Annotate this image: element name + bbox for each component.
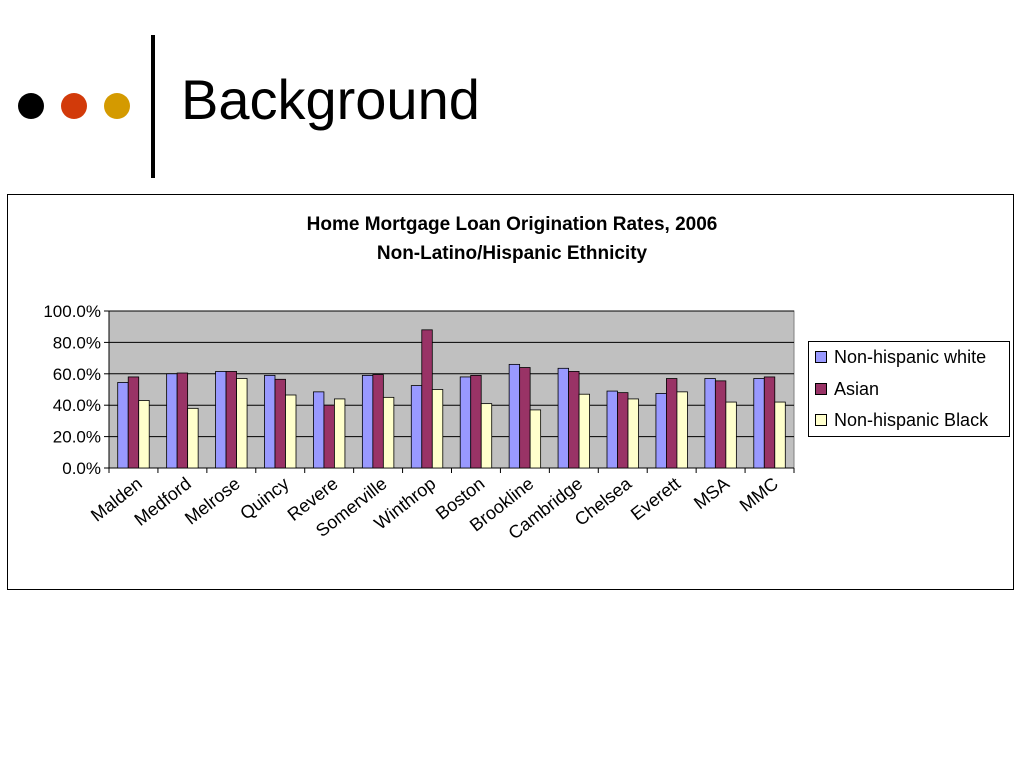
x-tick-label: MMC [736,473,782,515]
legend-swatch [815,351,827,363]
plot-background [108,310,795,469]
bar [176,372,189,469]
bar [480,403,493,469]
bar [334,398,346,469]
bar [617,392,629,469]
bar [508,363,521,469]
bar [264,374,276,469]
legend-item-white: Non-hispanic white [815,345,986,369]
legend-swatch [815,414,827,426]
bar [421,329,433,469]
bar [529,409,542,469]
y-tick-label: 0.0% [62,459,101,478]
bar [557,367,569,469]
bar [568,371,580,469]
bar-chart: Home Mortgage Loan Origination Rates, 20… [43,214,795,543]
y-tick-label: 80.0% [53,333,101,352]
chart-frame: Home Mortgage Loan Origination Rates, 20… [7,194,1014,590]
bar [382,396,395,469]
legend-label: Non-hispanic white [834,346,987,367]
bar [704,378,716,469]
bar [578,393,590,469]
legend: Non-hispanic white Asian Non-hispanic Bl… [808,341,1010,437]
bar [274,378,286,469]
bar [138,400,150,469]
y-tick-label: 60.0% [53,365,101,384]
black-dot-icon [18,93,44,119]
bar [655,393,667,469]
bar [215,371,227,469]
x-tick-label: Quincy [236,473,292,523]
y-tick-label: 100.0% [43,302,101,321]
bar [627,398,639,469]
slide-title: Background [181,68,480,131]
bar [459,376,472,469]
bar [763,376,776,469]
legend-item-black: Non-hispanic Black [815,408,988,432]
bar [470,374,482,469]
bar [285,394,297,469]
chart-subtitle: Non-Latino/Hispanic Ethnicity [377,243,648,264]
x-tick-label: Chelsea [571,473,636,530]
bar [225,371,237,469]
x-tick-label: Melrose [181,473,244,528]
gold-dot-icon [104,93,130,119]
bar [313,391,325,469]
legend-label: Non-hispanic Black [834,409,989,430]
bar [606,390,618,469]
bar [127,376,140,469]
bar [410,385,423,469]
red-dot-icon [61,93,87,119]
bar [676,391,688,469]
x-tick-label: MSA [690,473,733,513]
plot-area: 0.0%20.0%40.0%60.0%80.0%100.0%MaldenMedf… [43,302,795,543]
bar [236,378,248,469]
x-tick-label: Everett [627,473,684,524]
legend-label: Asian [834,378,880,399]
y-tick-label: 40.0% [53,396,101,415]
bar [774,401,786,469]
bar [117,382,129,469]
bar [725,401,737,469]
bar [714,380,727,469]
bar [431,389,444,469]
legend-item-asian: Asian [815,377,879,401]
legend-swatch [815,383,827,395]
bar [166,373,178,469]
bar [666,378,678,469]
bar [361,374,374,469]
bar [372,374,384,469]
bar [753,378,765,469]
bar [519,367,531,469]
bar [323,404,335,469]
chart-title: Home Mortgage Loan Origination Rates, 20… [307,214,718,235]
title-divider [151,35,155,178]
bar [187,407,199,469]
y-tick-label: 20.0% [53,428,101,447]
